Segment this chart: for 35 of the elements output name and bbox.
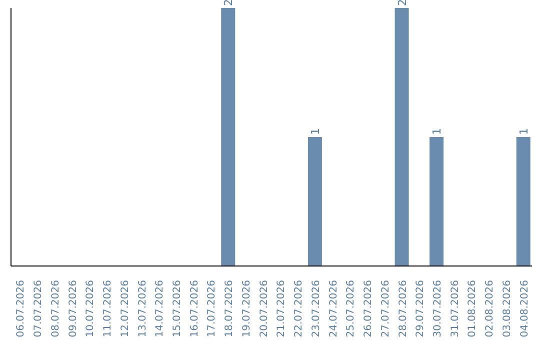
- x-tick-label: 27.07.2026: [380, 280, 392, 338]
- x-tick-label: 30.07.2026: [432, 280, 444, 338]
- x-tick-label: 14.07.2026: [154, 280, 166, 338]
- data-label: 2: [396, 0, 409, 6]
- x-tick-label: 09.07.2026: [68, 280, 79, 338]
- x-tick-label: 28.07.2026: [398, 280, 409, 338]
- x-tick-label: 01.08.2026: [467, 280, 478, 338]
- x-tick-label: 03.08.2026: [502, 280, 513, 338]
- data-label: 1: [517, 128, 530, 135]
- x-tick-label: 17.07.2026: [206, 280, 218, 338]
- data-label: 1: [308, 128, 322, 135]
- x-tick-label: 11.07.2026: [102, 280, 114, 338]
- x-tick-label: 12.07.2026: [120, 280, 131, 338]
- x-tick-label: 08.07.2026: [50, 280, 62, 338]
- x-tick-label: 21.07.2026: [276, 280, 288, 338]
- x-tick-label: 07.07.2026: [33, 280, 44, 338]
- x-tick-label: 31.07.2026: [450, 280, 461, 338]
- x-tick-label: 10.07.2026: [85, 280, 96, 338]
- x-tick-label: 24.07.2026: [328, 280, 340, 338]
- x-tick-label: 19.07.2026: [241, 280, 252, 338]
- data-label: 1: [430, 128, 444, 135]
- x-tick-label: 04.08.2026: [519, 280, 530, 338]
- x-tick-label: 16.07.2026: [189, 280, 200, 338]
- x-tick-label: 22.07.2026: [294, 280, 305, 338]
- x-tick-label: 02.08.2026: [484, 280, 496, 338]
- data-label: 2: [222, 0, 236, 6]
- x-tick-label: 29.07.2026: [415, 280, 426, 338]
- x-tick-label: 06.07.2026: [16, 280, 27, 338]
- x-tick-label: 20.07.2026: [258, 280, 270, 338]
- x-tick-label: 18.07.2026: [224, 280, 236, 338]
- x-tick-label: 25.07.2026: [346, 280, 357, 338]
- x-tick-label: 23.07.2026: [310, 280, 322, 338]
- x-tick-label: 15.07.2026: [172, 280, 183, 338]
- x-tick-label: 13.07.2026: [137, 280, 148, 338]
- x-tick-label: 26.07.2026: [363, 280, 374, 338]
